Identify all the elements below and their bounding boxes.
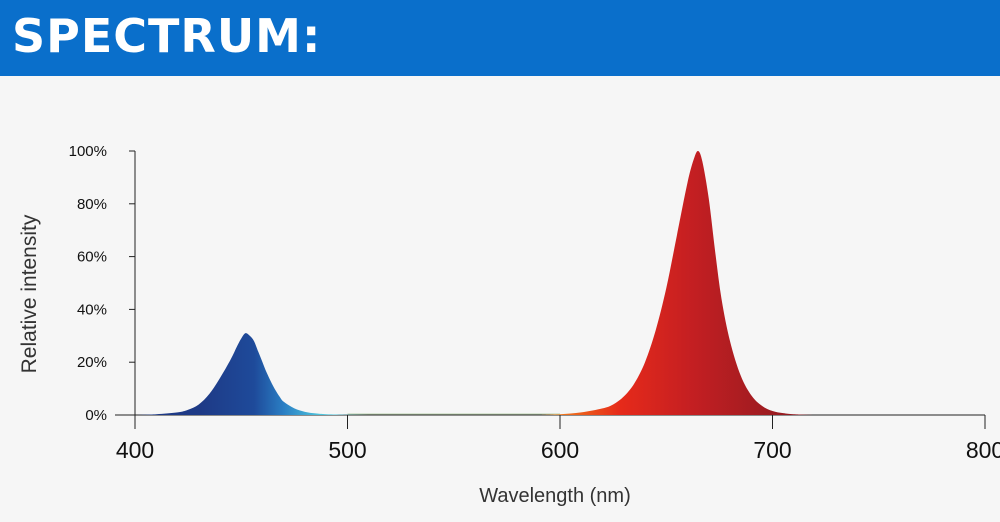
y-tick-label: 80%	[77, 196, 107, 213]
x-tick-label: 600	[541, 437, 579, 463]
y-tick-label: 20%	[77, 354, 107, 371]
page-title: SPECTRUM:	[12, 9, 322, 63]
header-banner: SPECTRUM:	[0, 0, 1000, 76]
y-tick-label: 0%	[85, 407, 107, 424]
y-tick-label: 60%	[77, 249, 107, 266]
x-tick-label: 800	[966, 437, 1000, 463]
y-tick-label: 40%	[77, 301, 107, 318]
series-group	[135, 150, 815, 415]
chart-container: 0% 20% 40% 60% 80% 100% 400 500 600 700 800 Wavelen…	[0, 76, 1000, 517]
x-axis-title: Wavelength (nm)	[479, 485, 631, 507]
y-axis-title: Relative intensity	[18, 214, 41, 373]
x-tick-label: 700	[753, 437, 791, 463]
red-peak-area	[538, 150, 815, 415]
blue-peak-area	[135, 333, 390, 415]
labels-group: 0% 20% 40% 60% 80% 100% 400 500 600 700 800 Wavelen…	[18, 143, 1000, 507]
x-tick-label: 400	[116, 437, 154, 463]
spectrum-chart: 0% 20% 40% 60% 80% 100% 400 500 600 700 800 Wavelen…	[18, 143, 1000, 507]
y-tick-label: 100%	[69, 143, 107, 160]
x-tick-label: 500	[328, 437, 366, 463]
